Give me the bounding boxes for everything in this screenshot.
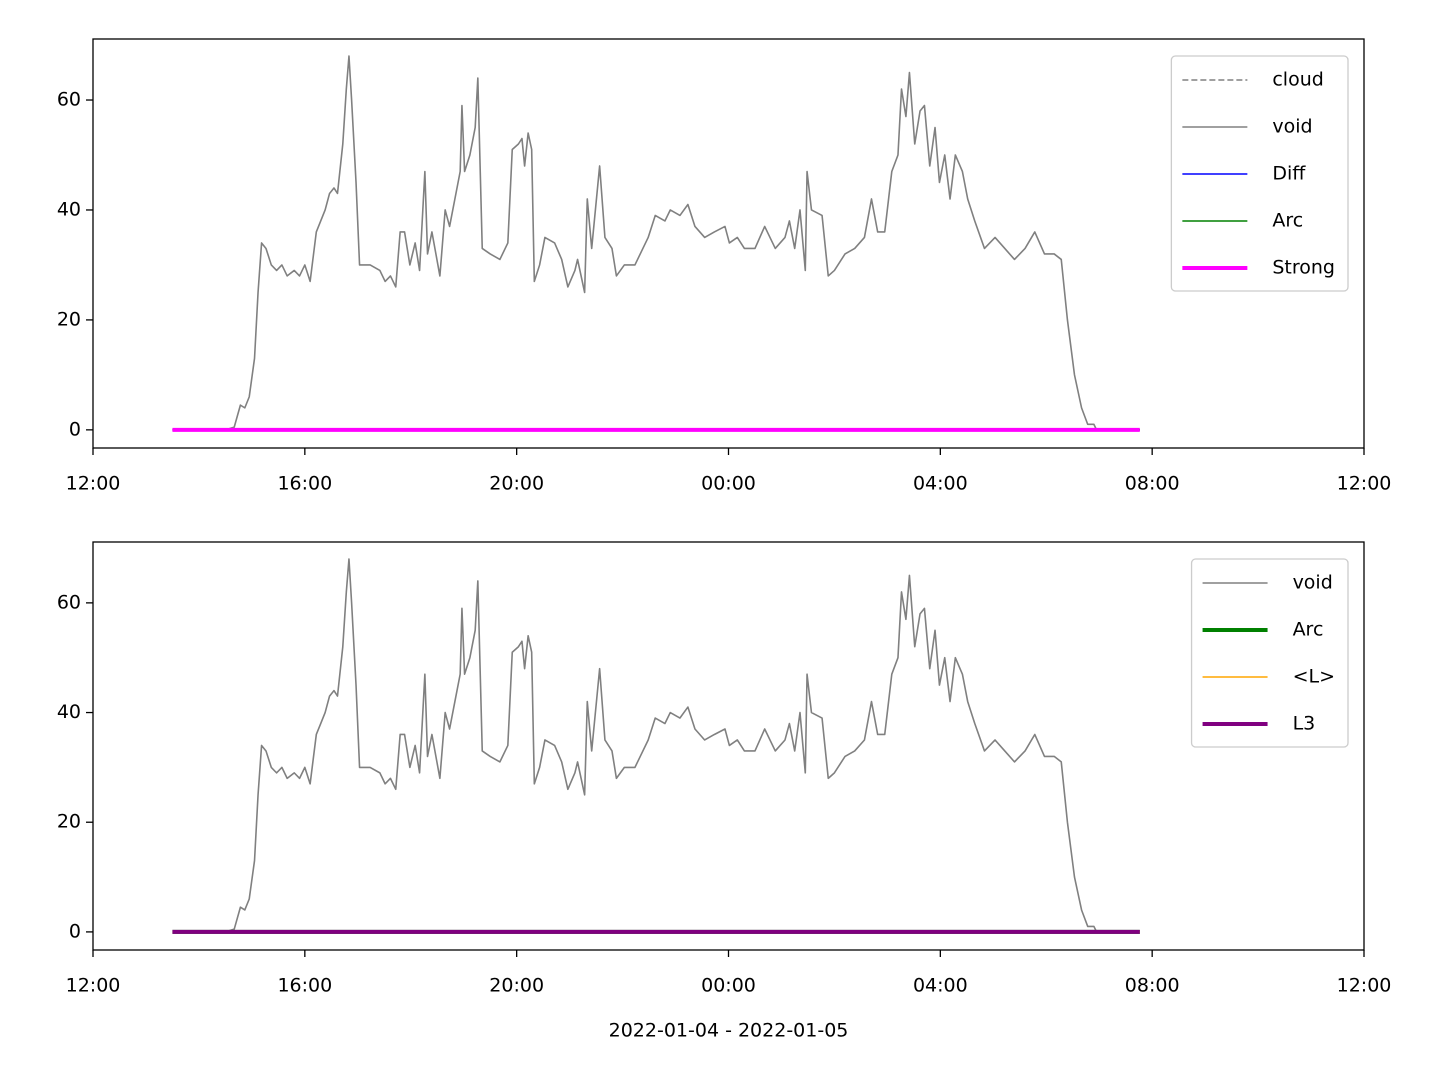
subplot: 0 20 40 60 12:00 16:00 20:00 00:00 04:00 08:00 12:… [57, 541, 1392, 1042]
legend-label: L3 [1293, 713, 1316, 735]
x-tick-label: 16:00 [277, 975, 332, 997]
series-line [225, 55, 1098, 431]
subplot: 0 20 40 60 12:00 16:00 20:00 00:00 04:00 08:00 12:… [57, 38, 1392, 495]
x-tick-label: 12:00 [1337, 473, 1392, 495]
x-axis-label: 2022-01-04 - 2022-01-05 [609, 1020, 849, 1042]
legend-label: Strong [1272, 257, 1335, 279]
x-tick-label: 04:00 [913, 473, 968, 495]
plot-frame [92, 38, 1365, 449]
legend-label: void [1293, 572, 1333, 594]
x-tick-label: 08:00 [1125, 975, 1180, 997]
y-tick-label: 0 [69, 920, 81, 942]
legend-label: Arc [1293, 619, 1324, 641]
legend: void Arc <L> L3 [1190, 558, 1349, 748]
y-tick-label: 0 [69, 418, 81, 440]
x-tick-label: 20:00 [489, 975, 544, 997]
x-tick-label: 00:00 [701, 975, 756, 997]
x-tick-label: 12:00 [66, 975, 121, 997]
y-tick-label: 20 [57, 811, 81, 833]
legend-label: void [1272, 116, 1312, 138]
legend: cloud void Diff Arc Strong [1170, 55, 1349, 292]
x-tick-label: 16:00 [277, 473, 332, 495]
legend-label: Diff [1272, 163, 1306, 185]
x-tick-label: 00:00 [701, 473, 756, 495]
y-tick-label: 20 [57, 308, 81, 330]
x-tick-label: 08:00 [1125, 473, 1180, 495]
legend-box [1190, 558, 1349, 748]
legend-label: <L> [1293, 666, 1335, 688]
legend-label: Arc [1272, 210, 1303, 232]
series-line [225, 558, 1098, 933]
legend-box [1170, 55, 1349, 292]
y-tick-label: 60 [57, 89, 81, 111]
x-tick-label: 04:00 [913, 975, 968, 997]
x-tick-label: 12:00 [1337, 975, 1392, 997]
y-tick-label: 40 [57, 701, 81, 723]
x-tick-label: 20:00 [489, 473, 544, 495]
plot-frame [92, 541, 1365, 951]
x-tick-label: 12:00 [66, 473, 121, 495]
legend-label: cloud [1272, 69, 1323, 91]
y-tick-label: 60 [57, 591, 81, 613]
y-tick-label: 40 [57, 198, 81, 220]
